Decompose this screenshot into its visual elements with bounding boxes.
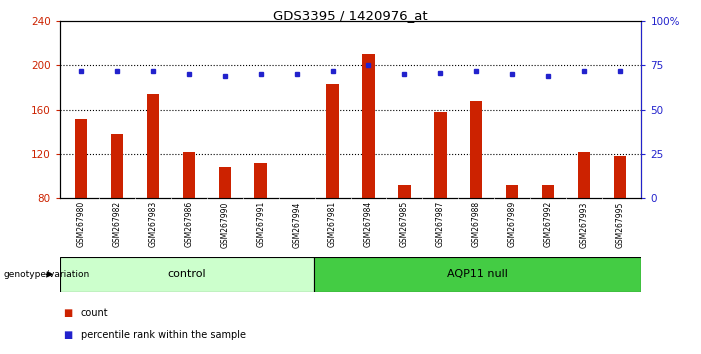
- Bar: [398, 185, 411, 198]
- Bar: [60, 257, 314, 292]
- Bar: [506, 185, 519, 198]
- Text: GSM267982: GSM267982: [113, 201, 121, 247]
- Text: GSM267989: GSM267989: [508, 201, 517, 247]
- Bar: [434, 112, 447, 198]
- Bar: [578, 152, 590, 198]
- Text: GSM267991: GSM267991: [256, 201, 265, 247]
- Text: GSM267995: GSM267995: [615, 201, 625, 247]
- Text: AQP11 null: AQP11 null: [447, 269, 508, 279]
- Text: ■: ■: [63, 308, 72, 318]
- Bar: [613, 156, 626, 198]
- Text: percentile rank within the sample: percentile rank within the sample: [81, 330, 245, 339]
- Text: GSM267985: GSM267985: [400, 201, 409, 247]
- Text: GSM267993: GSM267993: [580, 201, 588, 247]
- Text: GSM267984: GSM267984: [364, 201, 373, 247]
- Bar: [470, 101, 482, 198]
- Bar: [542, 185, 554, 198]
- Text: ■: ■: [63, 330, 72, 339]
- Text: GSM267990: GSM267990: [220, 201, 229, 247]
- Text: count: count: [81, 308, 108, 318]
- Bar: [326, 84, 339, 198]
- Bar: [182, 152, 195, 198]
- Text: GSM267986: GSM267986: [184, 201, 193, 247]
- Text: GSM267994: GSM267994: [292, 201, 301, 247]
- Bar: [75, 119, 88, 198]
- Bar: [111, 134, 123, 198]
- Bar: [219, 167, 231, 198]
- Text: control: control: [168, 269, 206, 279]
- Text: genotype/variation: genotype/variation: [4, 270, 90, 279]
- Bar: [362, 55, 375, 198]
- Text: GSM267980: GSM267980: [76, 201, 86, 247]
- Text: GSM267987: GSM267987: [436, 201, 445, 247]
- Text: GDS3395 / 1420976_at: GDS3395 / 1420976_at: [273, 9, 428, 22]
- Bar: [147, 94, 159, 198]
- Text: GSM267988: GSM267988: [472, 201, 481, 247]
- Bar: [254, 163, 267, 198]
- Text: GSM267983: GSM267983: [149, 201, 158, 247]
- Bar: [314, 257, 641, 292]
- Text: GSM267981: GSM267981: [328, 201, 337, 247]
- Text: GSM267992: GSM267992: [543, 201, 552, 247]
